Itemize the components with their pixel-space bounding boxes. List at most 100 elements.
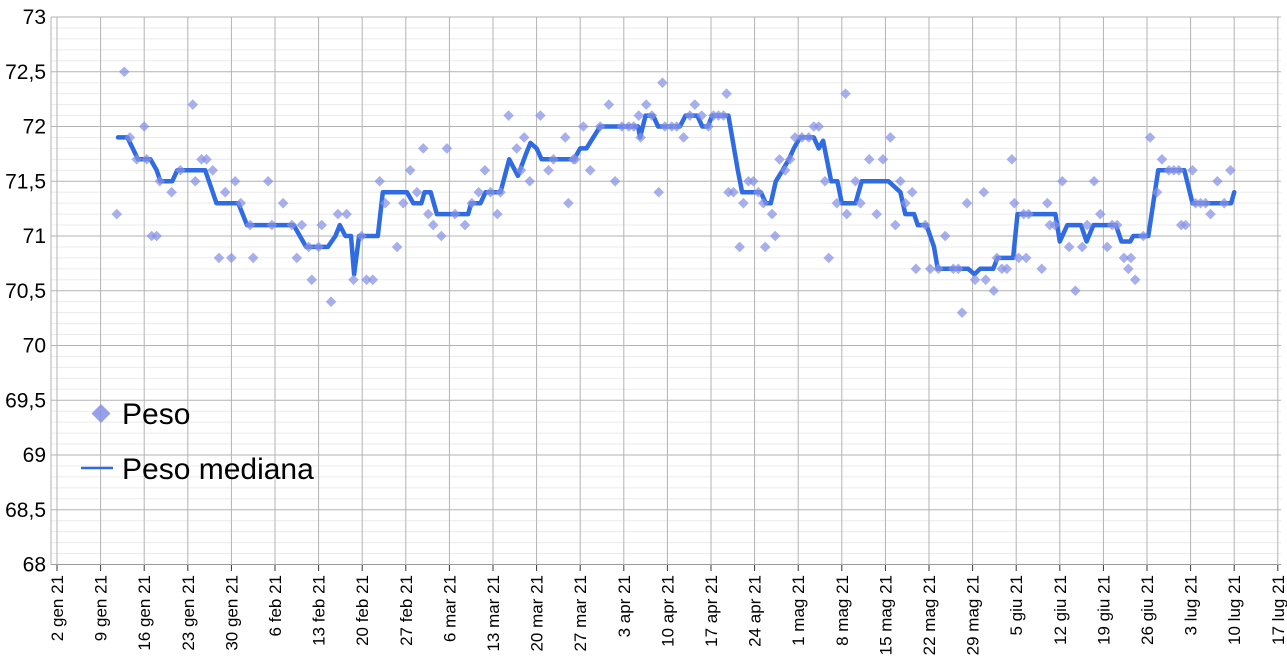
peso-data-point bbox=[956, 307, 968, 318]
peso-data-point bbox=[459, 219, 471, 231]
peso-data-point bbox=[466, 197, 478, 209]
x-tick-label: 10 apr 21 bbox=[658, 575, 677, 647]
peso-data-point bbox=[417, 143, 429, 154]
y-tick-label: 68 bbox=[23, 554, 46, 577]
y-tick-label: 72 bbox=[23, 116, 46, 139]
y-tick-label: 68,5 bbox=[5, 499, 46, 522]
peso-data-point bbox=[1081, 219, 1093, 231]
peso-data-point bbox=[1013, 252, 1024, 264]
peso-data-point bbox=[1187, 165, 1198, 176]
peso-data-point bbox=[374, 175, 385, 187]
peso-data-point bbox=[235, 197, 247, 209]
peso-data-point bbox=[988, 285, 1000, 297]
x-tick-label: 9 gen 21 bbox=[92, 575, 111, 641]
peso-data-point bbox=[1151, 186, 1163, 198]
x-tick-label: 10 lug 21 bbox=[1225, 575, 1244, 645]
peso-data-point bbox=[1225, 165, 1236, 176]
peso-data-point bbox=[226, 252, 237, 264]
peso-data-point bbox=[696, 110, 707, 121]
peso-data-point bbox=[1020, 252, 1032, 264]
peso-data-point bbox=[1101, 241, 1113, 253]
peso-data-point bbox=[296, 219, 308, 231]
peso-data-point bbox=[1056, 175, 1068, 187]
peso-data-point bbox=[784, 154, 796, 165]
x-tick-label: 17 lug 21 bbox=[1269, 575, 1287, 645]
peso-data-point bbox=[151, 230, 162, 242]
peso-data-point bbox=[503, 110, 514, 121]
x-tick-label: 6 feb 21 bbox=[266, 575, 285, 636]
peso-data-point bbox=[1144, 132, 1156, 143]
peso-data-point bbox=[207, 165, 219, 176]
peso-data-point bbox=[1218, 197, 1230, 209]
x-tick-label: 23 gen 21 bbox=[179, 575, 198, 651]
peso-data-point bbox=[819, 175, 831, 187]
peso-data-point bbox=[748, 175, 759, 187]
peso-data-point bbox=[640, 99, 652, 110]
x-tick-label: 5 giu 21 bbox=[1007, 575, 1026, 636]
peso-data-point bbox=[969, 274, 981, 286]
peso-mediana-line bbox=[115, 113, 1237, 277]
y-tick-label: 71,5 bbox=[5, 170, 46, 193]
peso-data-point bbox=[1006, 154, 1018, 165]
peso-data-point bbox=[803, 132, 815, 143]
peso-data-point bbox=[313, 241, 324, 253]
peso-data-point bbox=[495, 186, 506, 198]
peso-data-point bbox=[657, 77, 668, 88]
peso-data-point bbox=[728, 186, 739, 198]
peso-data-point bbox=[609, 175, 621, 187]
peso-data-point bbox=[980, 274, 991, 286]
peso-data-point bbox=[325, 296, 337, 307]
peso-data-point bbox=[1036, 263, 1048, 275]
y-tick-label: 69 bbox=[23, 444, 46, 467]
peso-data-point bbox=[1123, 263, 1134, 275]
peso-data-point bbox=[548, 154, 559, 165]
x-tick-label: 16 gen 21 bbox=[135, 575, 154, 651]
peso-data-point bbox=[1063, 241, 1075, 253]
peso-data-point bbox=[154, 175, 166, 187]
peso-data-point bbox=[141, 154, 152, 165]
peso-data-point bbox=[535, 110, 546, 121]
peso-data-point bbox=[524, 175, 536, 187]
peso-data-point bbox=[341, 208, 352, 220]
peso-data-point bbox=[303, 241, 314, 253]
peso-data-point bbox=[511, 143, 522, 154]
peso-data-point bbox=[841, 208, 853, 220]
peso-data-point bbox=[1070, 285, 1081, 297]
peso-data-point bbox=[189, 175, 201, 187]
peso-data-point bbox=[1023, 208, 1034, 220]
peso-data-point bbox=[616, 121, 628, 132]
peso-data-point bbox=[721, 88, 732, 99]
x-tick-label: 17 apr 21 bbox=[702, 575, 721, 647]
peso-data-point bbox=[871, 208, 882, 220]
peso-data-point bbox=[906, 186, 918, 198]
peso-data-point bbox=[348, 274, 359, 286]
peso-data-point bbox=[659, 121, 671, 132]
peso-data-point bbox=[449, 208, 461, 220]
peso-data-point bbox=[1156, 154, 1168, 165]
peso-data-point bbox=[356, 230, 367, 242]
y-tick-label: 69,5 bbox=[5, 389, 46, 412]
y-tick-label: 71 bbox=[23, 225, 46, 248]
x-tick-label: 26 giu 21 bbox=[1138, 575, 1157, 645]
x-tick-label: 24 apr 21 bbox=[746, 575, 765, 647]
peso-data-point bbox=[244, 219, 256, 231]
peso-data-point bbox=[769, 230, 781, 242]
peso-data-point bbox=[758, 197, 769, 209]
peso-data-point bbox=[118, 66, 130, 78]
peso-data-point bbox=[1137, 230, 1149, 242]
peso-data-point bbox=[436, 230, 447, 242]
peso-data-point bbox=[840, 88, 851, 99]
peso-data-point bbox=[247, 252, 259, 264]
x-tick-label: 15 mag 21 bbox=[876, 575, 895, 655]
peso-data-point bbox=[1173, 165, 1185, 176]
peso-data-point bbox=[924, 263, 936, 275]
peso-data-point bbox=[277, 197, 289, 209]
peso-data-point bbox=[646, 110, 658, 121]
peso-data-point bbox=[569, 154, 581, 165]
x-tick-label: 20 feb 21 bbox=[353, 575, 372, 646]
peso-data-point bbox=[703, 121, 714, 132]
peso-data-point bbox=[718, 110, 729, 121]
x-tick-label: 29 mag 21 bbox=[964, 575, 983, 655]
y-tick-label: 70,5 bbox=[5, 280, 46, 303]
